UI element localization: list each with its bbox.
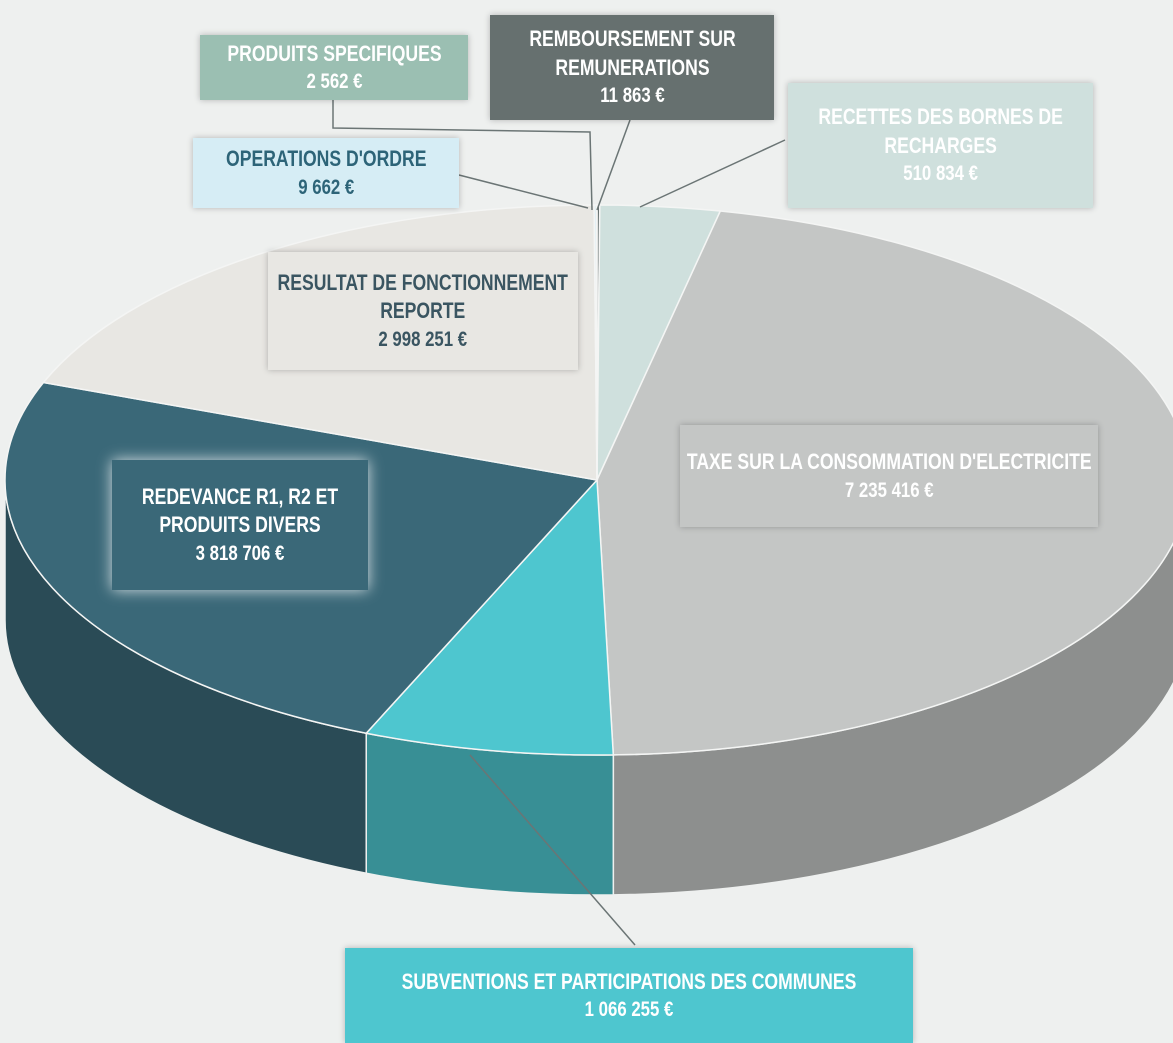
value-label: 7 235 416 € [680,477,1098,504]
category-name: SUBVENTIONS ET PARTICIPATIONS DES COMMUN… [345,968,913,997]
leader-line [640,140,785,207]
category-name: REMBOURSEMENT SUR REMUNERATIONS [490,25,774,82]
slice [596,205,597,480]
chart: REMBOURSEMENT SUR REMUNERATIONS11 863 €R… [0,0,1173,1043]
category-name: PRODUITS SPECIFIQUES [200,40,468,69]
value-label: 510 834 € [788,160,1093,187]
value-label: 9 662 € [193,174,459,201]
category-name: TAXE SUR LA CONSOMMATION D'ELECTRICITE [680,448,1098,477]
category-name: RECETTES DES BORNES DE RECHARGES [788,103,1093,160]
value-label: 3 818 706 € [112,540,368,567]
value-label: 2 998 251 € [268,326,578,353]
leader-line [597,120,630,210]
slice-label: SUBVENTIONS ET PARTICIPATIONS DES COMMUN… [345,948,913,1043]
slice-side [366,733,613,895]
value-label: 11 863 € [490,82,774,109]
value-label: 2 562 € [200,68,468,95]
leader-line [459,175,588,208]
category-name: REDEVANCE R1, R2 ET PRODUITS DIVERS [112,483,368,540]
label-text: SUBVENTIONS ET PARTICIPATIONS DES COMMUN… [345,968,913,1024]
category-name: OPERATIONS D'ORDRE [193,145,459,174]
value-label: 1 066 255 € [345,996,913,1023]
category-name: RESULTAT DE FONCTIONNEMENT REPORTE [268,269,578,326]
